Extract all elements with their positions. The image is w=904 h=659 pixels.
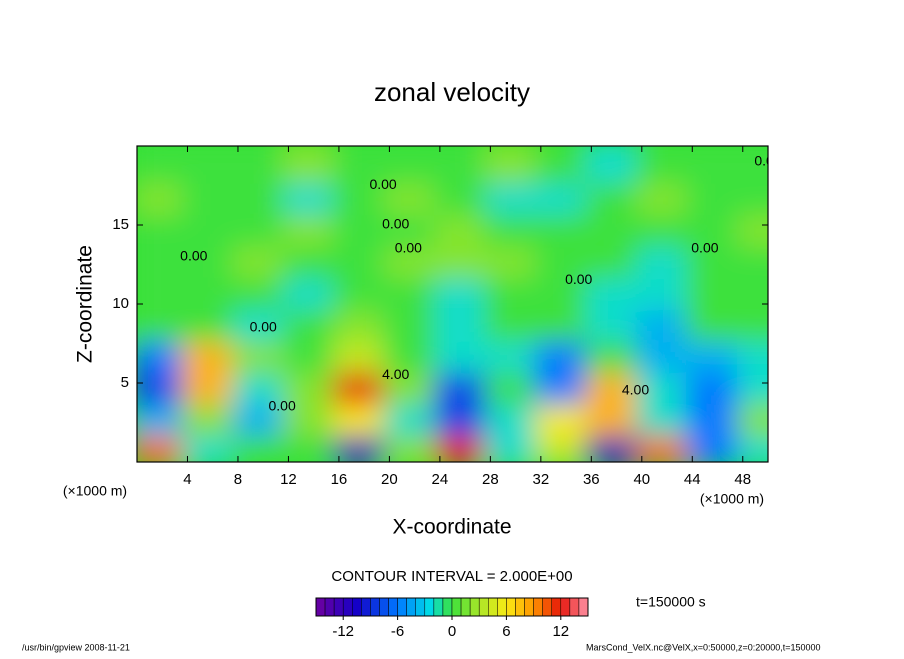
x-tick-label: 32 bbox=[532, 471, 549, 488]
colorbar-tick-label: 6 bbox=[502, 623, 510, 640]
colorbar-tick-label: 12 bbox=[552, 623, 569, 640]
contour-label: 0.00 bbox=[250, 318, 277, 334]
y-tick-label: 10 bbox=[112, 295, 129, 312]
colorbar-cell bbox=[370, 597, 380, 617]
contour-label: 0.00 bbox=[565, 271, 592, 287]
contour-label: 4.00 bbox=[382, 366, 409, 382]
colorbar-cell bbox=[578, 597, 589, 617]
contour-labels: 0.00 0.00 0.00 0.00 0.00 0.00 0.00 0.00 4.00 4.00… bbox=[180, 153, 781, 414]
x-axis-label: X-coordinate bbox=[392, 516, 511, 539]
colorbar-cell bbox=[515, 597, 525, 617]
colorbar-cell bbox=[533, 597, 543, 617]
colorbar-tick-label: -12 bbox=[332, 623, 354, 640]
colorbar-cell bbox=[415, 597, 426, 617]
colorbar-cell bbox=[497, 597, 507, 617]
x-tick-label: 40 bbox=[633, 471, 650, 488]
colorbar-cell bbox=[324, 597, 335, 617]
colorbar-cell bbox=[506, 597, 516, 617]
x-tick-label: 16 bbox=[331, 471, 348, 488]
contour-label: 0.00 bbox=[691, 239, 718, 255]
y-tick-label: 5 bbox=[121, 374, 129, 391]
colorbar-cell bbox=[478, 597, 489, 617]
time-label: t=150000 s bbox=[636, 594, 706, 610]
y-axis-label: Z-coordinate bbox=[74, 245, 97, 363]
field-layer bbox=[137, 146, 768, 462]
footer-right: MarsCond_VelX.nc@VelX,x=0:50000,z=0:2000… bbox=[586, 642, 821, 652]
x-unit-label: (×1000 m) bbox=[700, 491, 764, 507]
colorbar-cell bbox=[469, 597, 480, 617]
field bbox=[137, 146, 768, 462]
colorbar-cell bbox=[361, 597, 371, 617]
contour-label: 0.00 bbox=[369, 176, 396, 192]
contour-label: 0.00 bbox=[395, 239, 422, 255]
colorbar-tick-label: 0 bbox=[448, 623, 456, 640]
colorbar-cell bbox=[424, 597, 435, 617]
x-tick-label: 4 bbox=[183, 471, 191, 488]
x-tick-label: 36 bbox=[583, 471, 600, 488]
colorbar-cell bbox=[433, 597, 444, 617]
x-tick-label: 24 bbox=[432, 471, 449, 488]
x-tick-label: 28 bbox=[482, 471, 499, 488]
colorbar-cell bbox=[569, 597, 580, 617]
x-tick-label: 48 bbox=[734, 471, 751, 488]
contour-label: 0.00 bbox=[180, 247, 207, 263]
contour-label: 0.00 bbox=[269, 397, 296, 413]
y-tick-label: 15 bbox=[112, 216, 129, 233]
y-unit-label: (×1000 m) bbox=[63, 483, 127, 499]
x-tick-label: 12 bbox=[280, 471, 297, 488]
x-tick-label: 44 bbox=[684, 471, 701, 488]
colorbar-cell bbox=[352, 597, 362, 617]
colorbar-cell bbox=[560, 597, 571, 617]
colorbar-cell bbox=[460, 597, 471, 617]
colorbar-cell bbox=[542, 597, 552, 617]
colorbar-cell bbox=[397, 597, 407, 617]
colorbar-cell bbox=[388, 597, 398, 617]
field-cell bbox=[736, 146, 768, 184]
colorbar-cell bbox=[451, 597, 462, 617]
colorbar: -12 -6 0 6 12 bbox=[315, 597, 589, 640]
contour-label: 0.00 bbox=[382, 216, 409, 232]
contour-label: 0.00 bbox=[754, 153, 781, 169]
contour-label: 4.00 bbox=[622, 382, 649, 398]
chart-title: zonal velocity bbox=[374, 77, 530, 107]
footer-left: /usr/bin/gpview 2008-11-21 bbox=[22, 642, 130, 652]
x-tick-label: 8 bbox=[234, 471, 242, 488]
colorbar-cell bbox=[524, 597, 534, 617]
colorbar-cell bbox=[342, 597, 353, 617]
contour-interval: CONTOUR INTERVAL = 2.000E+00 bbox=[331, 568, 572, 585]
colorbar-cell bbox=[442, 597, 453, 617]
x-tick-label: 20 bbox=[381, 471, 398, 488]
colorbar-cell bbox=[551, 597, 562, 617]
colorbar-cell bbox=[406, 597, 416, 617]
colorbar-cell bbox=[315, 597, 326, 617]
colorbar-cell bbox=[488, 597, 498, 617]
colorbar-cell bbox=[379, 597, 389, 617]
colorbar-tick-label: -6 bbox=[391, 623, 404, 640]
colorbar-cell bbox=[333, 597, 344, 617]
